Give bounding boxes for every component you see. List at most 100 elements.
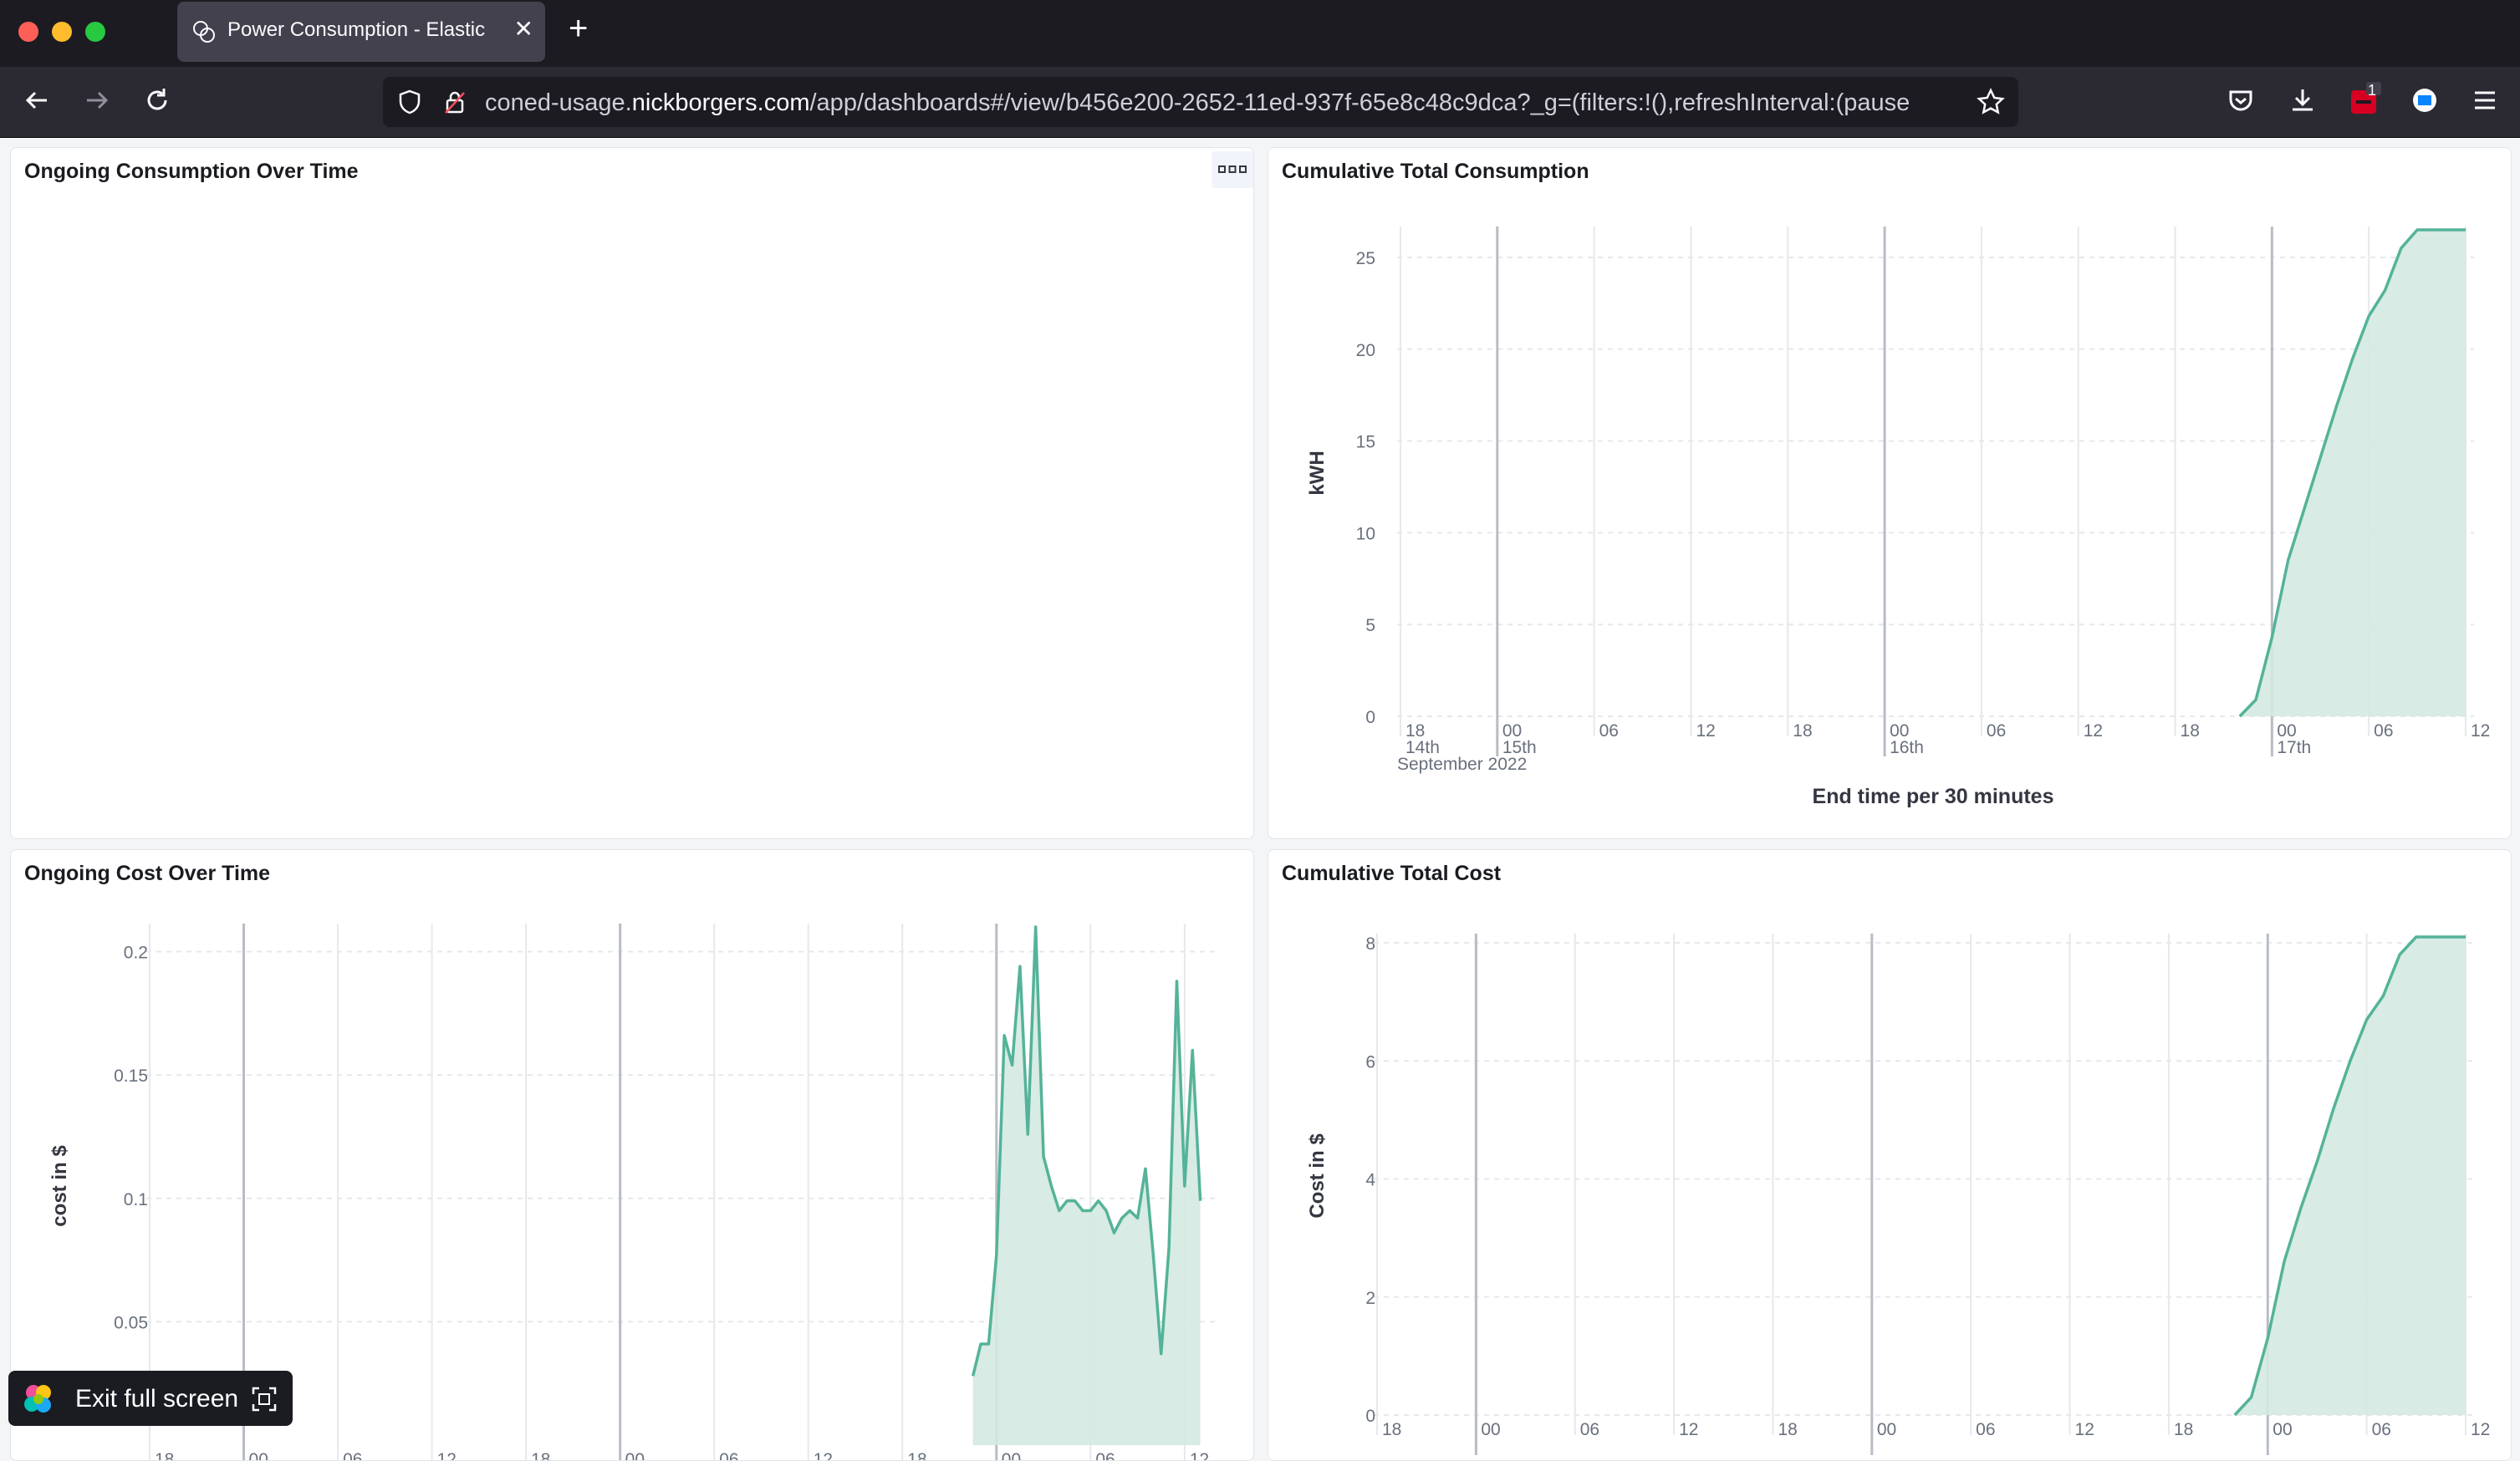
panel-title: Ongoing Cost Over Time: [24, 862, 271, 885]
x-tick-label: 06: [719, 1450, 738, 1460]
navigation-toolbar: coned-usage.nickborgers.com/app/dashboar…: [0, 67, 2520, 138]
maximize-window-button[interactable]: [85, 22, 105, 42]
url-path: /app/dashboards#/view/b456e200-2652-11ed…: [809, 89, 1910, 116]
series-line: [2233, 935, 2466, 1417]
minimize-window-button[interactable]: [52, 22, 72, 42]
x-tick-label: 06: [343, 1450, 362, 1460]
bookmark-star-icon[interactable]: [1977, 88, 2005, 120]
panel-cumulative-consumption: Cumulative Total Consumption 0 5 10 15 20 25 1…: [1268, 147, 2512, 839]
profile-extension-icon[interactable]: [2410, 85, 2440, 120]
elastic-logo-icon: [20, 1381, 57, 1422]
x-tick-label: 00: [1002, 1450, 1021, 1460]
hamburger-menu-icon[interactable]: [2470, 85, 2500, 120]
panel-options-button[interactable]: 00.10.20.30.40.50.61814thSeptember 20220…: [1212, 151, 1253, 499]
y-tick-label: 0.1: [124, 1190, 148, 1209]
chart-svg: 0.05 0.1 0.15 0.2 18 00 06 12 18 00 06 12 18 00 06 12 co…: [48, 924, 1217, 1460]
panel-title: Ongoing Consumption Over Time: [24, 160, 359, 183]
x-tick-label: 06: [1095, 1450, 1115, 1460]
x-tick-label: 00: [1481, 1420, 1500, 1439]
y-tick-label: 25: [1356, 249, 1375, 268]
shield-icon[interactable]: [396, 89, 423, 120]
y-tick-label: 5: [1365, 616, 1375, 635]
x-tick-label: 12: [2471, 721, 2490, 741]
x-tick-label: 18: [155, 1450, 174, 1460]
close-tab-icon[interactable]: ✕: [513, 16, 533, 42]
series-area: [2234, 937, 2466, 1415]
close-window-button[interactable]: [18, 22, 38, 42]
x-tick-label: 12: [2084, 721, 2103, 741]
x-tick-label: 06: [1987, 721, 2006, 741]
y-tick-label: 10: [1356, 524, 1375, 543]
x-tick-label: 12: [814, 1450, 833, 1460]
series-area: [972, 927, 1201, 1445]
panel-title: Cumulative Total Consumption: [1282, 160, 1589, 183]
y-tick-label: 6: [1365, 1052, 1375, 1072]
x-tick-label: 18: [2174, 1420, 2193, 1439]
x-tick-label: 18: [1382, 1420, 1401, 1439]
panel-title: Cumulative Total Cost: [1282, 862, 1502, 885]
reload-icon[interactable]: [142, 85, 172, 120]
x-tick-label: 00: [1890, 721, 1909, 741]
y-axis-title: cost in $: [48, 1145, 71, 1227]
x-tick-day-label: 15th: [1502, 738, 1537, 757]
back-icon[interactable]: [22, 85, 52, 120]
x-tick-day-label: 17th: [2277, 738, 2311, 757]
x-tick-label: 12: [2075, 1420, 2094, 1439]
x-tick-label: 12: [2471, 1420, 2490, 1439]
panel-cumulative-cost: Cumulative Total Cost 0 2 4 6 8 18 00 06 12 18 00 0…: [1268, 849, 2512, 1461]
x-tick-label: 06: [1976, 1420, 1995, 1439]
x-tick-label: 00: [249, 1450, 268, 1460]
series-area: [2239, 230, 2466, 716]
x-tick-label: 00: [2277, 721, 2296, 741]
panel-ongoing-cost: Ongoing Cost Over Time 0.05 0.1 0.15 0.2 18 0…: [10, 849, 1254, 1461]
y-tick-label: 4: [1365, 1171, 1375, 1190]
x-tick-label: 12: [437, 1450, 457, 1460]
new-tab-button[interactable]: +: [569, 10, 589, 47]
y-tick-label: 8: [1365, 934, 1375, 954]
extension-badge: 1: [2368, 82, 2377, 99]
x-tick-label: 18: [1405, 721, 1425, 741]
y-tick-label: 20: [1356, 341, 1375, 360]
y-tick-label: 0.05: [114, 1313, 148, 1332]
y-tick-label: 0: [1365, 708, 1375, 727]
x-tick-label: 18: [531, 1450, 550, 1460]
browser-tab[interactable]: Power Consumption - Elastic ✕: [177, 2, 545, 62]
chart-svg: 0 2 4 6 8 18 00 06 12 18 00 06 12 18 00 06 12 Cost in $: [1306, 934, 2490, 1455]
panel-ongoing-consumption: Ongoing Consumption Over Time 00.10.20.3…: [10, 147, 1254, 839]
x-tick-label: 18: [907, 1450, 926, 1460]
x-tick-label: 06: [2372, 1420, 2391, 1439]
y-tick-label: 0.2: [124, 944, 148, 963]
x-tick-label: 00: [625, 1450, 645, 1460]
url-prefix: coned-usage.: [485, 89, 632, 116]
exit-fullscreen-button[interactable]: Exit full screen: [8, 1371, 293, 1426]
chart-group: 0 2 4 6 8 18 00 06 12 18 00 06 12 18 00 06 12 Cost in $: [1306, 934, 2490, 1455]
x-tick-month-label: September 2022: [1397, 755, 1527, 774]
x-tick-label: 06: [1580, 1420, 1599, 1439]
x-tick-label: 00: [1877, 1420, 1896, 1439]
tab-title: Power Consumption - Elastic: [227, 18, 486, 41]
lock-icon[interactable]: [441, 89, 468, 120]
elastic-favicon-icon: [191, 18, 217, 49]
x-tick-day-label: 14th: [1405, 738, 1440, 757]
fullscreen-icon: [251, 1386, 278, 1417]
url-bar[interactable]: coned-usage.nickborgers.com/app/dashboar…: [383, 77, 2018, 127]
series-line: [2238, 228, 2466, 718]
tab-strip: Power Consumption - Elastic ✕ +: [0, 0, 2520, 67]
x-tick-label: 12: [1696, 721, 1715, 741]
forward-icon[interactable]: [82, 85, 112, 120]
x-tick-label: 12: [1190, 1450, 1209, 1460]
y-tick-label: 0.15: [114, 1066, 148, 1086]
x-tick-label: 18: [1778, 1420, 1797, 1439]
chart-svg: [11, 148, 1253, 838]
x-tick-day-label: 16th: [1890, 738, 1924, 757]
x-tick-label: 06: [1599, 721, 1619, 741]
x-tick-label: 00: [1502, 721, 1522, 741]
downloads-icon[interactable]: [2288, 85, 2318, 120]
x-axis-title: End time per 30 minutes: [1813, 785, 2054, 808]
pocket-icon[interactable]: [2226, 85, 2256, 120]
extension-icon[interactable]: 1: [2348, 80, 2383, 121]
x-tick-label: 18: [1793, 721, 1812, 741]
url-host: nickborgers.com: [631, 89, 810, 116]
